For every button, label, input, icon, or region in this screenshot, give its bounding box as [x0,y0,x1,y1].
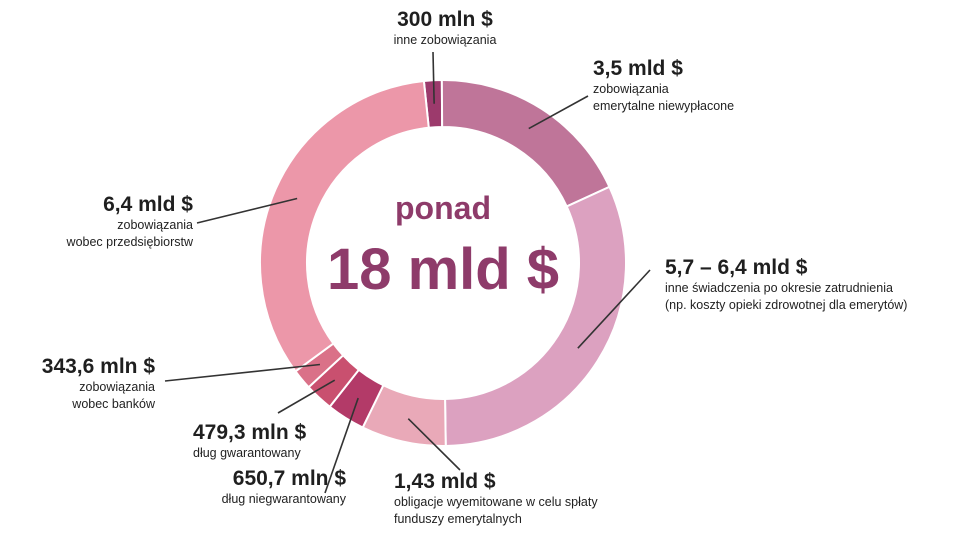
slice-desc: zobowiązania [117,218,193,232]
leader-line-7 [196,197,298,224]
center-main-text: 18 mld $ [326,237,560,302]
leader-line-2 [577,269,651,349]
slice-desc: zobowiązania [79,380,155,394]
leader-line-0 [432,51,435,104]
slice-value: 650,7 mln $ [232,467,346,490]
slice-value: 1,43 mld $ [394,470,496,493]
slice-value: 300 mln $ [397,8,493,31]
donut-slice-2 [444,185,627,447]
label-unpaid-pension: 3,5 mld $ zobowiązania emerytalne niewyp… [593,57,734,115]
slice-desc: dług gwarantowany [193,446,301,460]
slice-value: 5,7 – 6,4 mld $ [665,256,808,279]
slice-desc: inne świadczenia po okresie zatrudnienia [665,281,893,295]
slice-desc: wobec przedsiębiorstw [66,235,193,249]
slice-desc: funduszy emerytalnych [394,512,522,526]
label-other-benefits: 5,7 – 6,4 mld $ inne świadczenia po okre… [665,256,907,314]
slice-value: 343,6 mln $ [41,355,155,378]
leader-line-5 [277,379,336,414]
slice-value: 3,5 mld $ [593,57,683,80]
label-business-liabilities: 6,4 mld $ zobowiązania wobec przedsiębio… [0,193,193,251]
center-top-text: ponad [395,190,491,226]
leader-line-1 [528,95,589,130]
slice-desc: wobec banków [72,397,155,411]
label-other-liabilities: 300 mln $ inne zobowiązania [345,8,545,49]
label-secured-debt: 479,3 mln $ dług gwarantowany [193,421,306,462]
donut-slice-1 [440,79,611,208]
slice-desc: inne zobowiązania [393,33,497,47]
leader-line-3 [407,418,461,471]
slice-desc: zobowiązania [593,82,669,96]
slice-desc: dług niegwarantowany [221,492,346,506]
slice-value: 6,4 mld $ [103,193,193,216]
donut-slice-7 [259,79,430,373]
label-pension-bonds: 1,43 mld $ obligacje wyemitowane w celu … [394,470,598,528]
leader-line-4 [324,397,359,494]
slice-value: 479,3 mln $ [193,421,307,444]
label-unsecured-debt: 650,7 mln $ dług niegwarantowany [146,467,346,508]
slice-desc: obligacje wyemitowane w celu spłaty [394,495,598,509]
slice-desc: (np. koszty opieki zdrowotnej dla emeryt… [665,298,908,312]
slice-desc: emerytalne niewypłacone [593,99,735,113]
leader-line-6 [164,363,321,382]
label-bank-liabilities: 343,6 mln $ zobowiązania wobec banków [0,355,155,413]
